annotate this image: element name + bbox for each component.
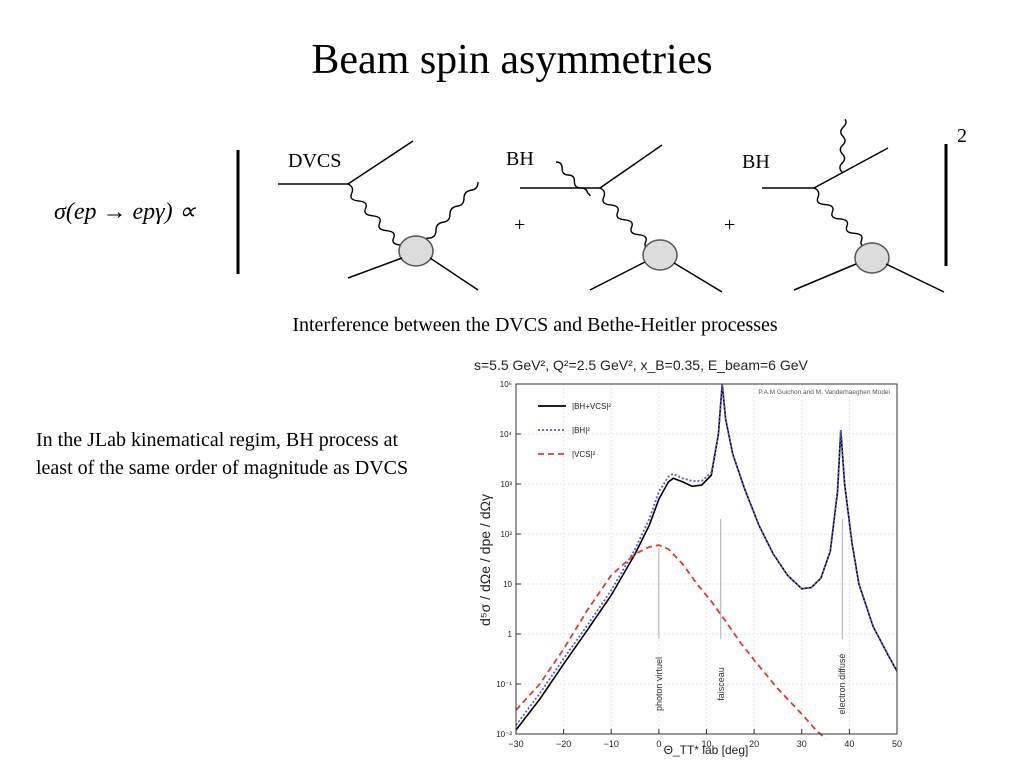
virtual-photon-2: [599, 187, 654, 250]
bh-diagram-2: BH: [742, 118, 945, 293]
plus-sign-2: +: [724, 214, 735, 236]
model-note: P.A.M Guichon and M. Vanderhaeghen Model: [758, 389, 890, 396]
dvcs-label: DVCS: [288, 150, 341, 172]
annotation-label-2: electron diffusé: [837, 654, 847, 715]
ticks: −30 −20 −10 0 10 20 30 40 50 10⁵ 10⁴ 10³ 10² 10 1 10⁻¹ 1…: [496, 380, 902, 749]
x-tick-label: 10: [701, 739, 711, 749]
y-tick-label: 10²: [500, 530, 512, 539]
y-tick-label: 10⁴: [500, 430, 513, 439]
dvcs-diagram: DVCS: [278, 140, 479, 291]
legend-label-2: |VCS|²: [572, 450, 596, 459]
x-tick-label: −10: [604, 739, 619, 749]
blob-3: [854, 242, 890, 274]
y-axis-label: d⁵σ / dΩe / dpe / dΩγ: [477, 494, 493, 626]
y-tick-label: 10³: [500, 480, 512, 489]
virtual-photon-3: [813, 187, 870, 248]
chart-title: s=5.5 GeV², Q²=2.5 GeV², x_B=0.35, E_bea…: [474, 357, 809, 373]
x-tick-label: 20: [749, 739, 759, 749]
real-photon-2: [555, 161, 592, 197]
y-tick-label: 1: [508, 630, 513, 639]
feynman-diagrams: DVCS + BH + BH 2: [236, 118, 967, 293]
x-tick-label: 40: [844, 739, 854, 749]
interference-caption: Interference between the DVCS and Bethe-…: [292, 314, 778, 336]
y-tick-label: 10⁻²: [496, 730, 512, 739]
squared-exponent: 2: [957, 125, 967, 147]
x-tick-label: 0: [656, 739, 661, 749]
y-tick-label: 10⁵: [500, 380, 512, 389]
annotation-label-1: faisceau: [716, 667, 726, 701]
series-line-1: [515, 383, 898, 726]
x-tick-label: 30: [797, 739, 807, 749]
virtual-photon-1: [347, 183, 402, 246]
legend-label-0: |BH+VCS|²: [572, 402, 611, 411]
cross-section-formula: σ(ep → epγ) ∝: [54, 199, 196, 225]
annotation-label-0: photon virtuel: [654, 657, 664, 711]
x-axis-label: Θ_TT* lab [deg]: [664, 743, 749, 757]
series-line-2: [515, 544, 827, 740]
bh-label-2: BH: [742, 151, 770, 173]
plus-sign-1: +: [514, 214, 525, 236]
slide-title: Beam spin asymmetries: [311, 37, 713, 83]
legend-label-1: |BH|²: [572, 426, 590, 435]
real-photon-3: [839, 118, 847, 173]
jlab-note: In the JLab kinematical regim, BH proces…: [36, 429, 409, 479]
x-tick-label: 50: [892, 739, 902, 749]
x-tick-label: −20: [556, 739, 571, 749]
x-tick-label: −30: [508, 739, 523, 749]
y-tick-label: 10: [503, 580, 512, 589]
series-line-0: [515, 383, 898, 731]
bh-diagram-1: BH: [506, 144, 723, 293]
annotations: photon virtuel faisceau electron diffusé: [654, 518, 847, 715]
cross-section-chart: s=5.5 GeV², Q²=2.5 GeV², x_B=0.35, E_bea…: [462, 350, 914, 762]
blob-1: [398, 235, 434, 267]
real-photon-1: [419, 181, 479, 247]
legend: |BH+VCS|² |BH|² |VCS|²: [538, 402, 611, 459]
y-tick-label: 10⁻¹: [496, 680, 512, 689]
blob-2: [642, 239, 678, 271]
bh-label-1: BH: [506, 148, 534, 170]
series-lines: [515, 383, 898, 740]
